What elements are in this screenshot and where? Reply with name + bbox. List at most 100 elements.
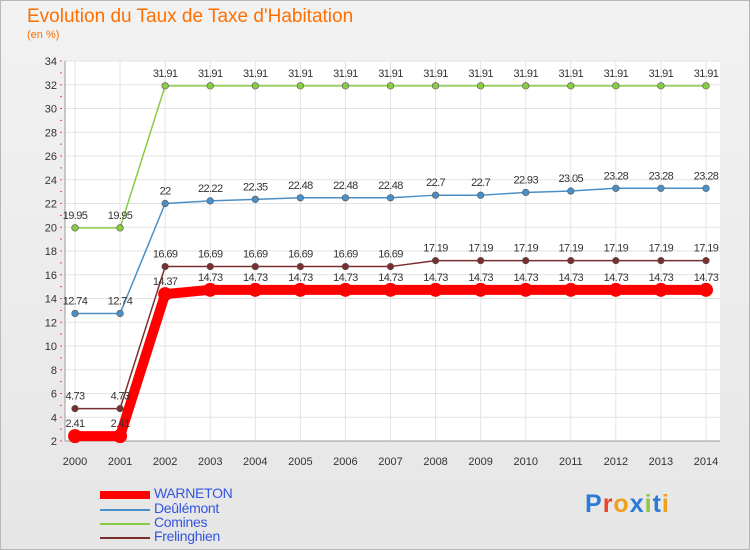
data-label-1: 23.28 [649, 170, 674, 182]
logo-letter: x [629, 490, 645, 518]
data-point-0 [68, 429, 82, 444]
data-point-0 [699, 282, 713, 297]
data-label-1: 12.74 [108, 295, 133, 307]
data-point-3 [341, 262, 350, 271]
logo-letter: r [602, 490, 614, 518]
data-label-3: 16.69 [198, 249, 223, 261]
data-point-2 [296, 82, 304, 90]
data-label-3: 16.69 [288, 249, 313, 261]
data-label-1: 12.74 [63, 295, 88, 307]
x-tick-label: 2005 [288, 456, 312, 468]
data-label-0: 2.41 [111, 418, 130, 430]
data-point-0 [518, 282, 533, 297]
data-point-3 [251, 262, 259, 271]
data-point-1 [71, 309, 79, 318]
data-point-2 [116, 224, 124, 232]
data-label-1: 23.28 [604, 170, 629, 182]
data-label-0: 14.73 [243, 272, 268, 284]
x-tick-label: 2007 [378, 456, 402, 468]
data-point-1 [702, 184, 710, 192]
legend-swatch-comines [100, 523, 150, 525]
data-label-0: 14.73 [333, 272, 358, 284]
data-label-2: 19.95 [63, 210, 88, 222]
legend-label-comines: Comines [154, 514, 208, 530]
data-point-1 [296, 194, 304, 202]
data-point-0 [428, 282, 443, 297]
y-tick-label: 26 [45, 151, 57, 163]
data-point-0 [608, 282, 623, 297]
y-tick-label: 30 [45, 104, 57, 116]
data-point-3 [116, 404, 124, 413]
legend-label-deulemont: Deûlémont [154, 500, 220, 516]
x-tick-label: 2010 [513, 456, 537, 468]
data-label-2: 31.91 [559, 68, 584, 80]
data-label-1: 22.48 [333, 180, 358, 192]
data-label-2: 31.91 [288, 68, 313, 80]
y-tick-label: 16 [45, 270, 57, 282]
data-point-3 [567, 257, 575, 265]
data-point-1 [251, 195, 259, 203]
data-label-2: 19.95 [108, 210, 133, 222]
data-point-0 [248, 282, 263, 297]
y-tick-label: 20 [45, 222, 57, 234]
x-tick-label: 2001 [108, 456, 132, 468]
legend-label-frelinghien: Frelinghien [154, 528, 220, 544]
data-point-0 [563, 282, 578, 297]
data-point-0 [158, 287, 173, 302]
data-point-2 [702, 82, 710, 90]
data-label-1: 22.7 [471, 177, 490, 189]
data-point-2 [251, 82, 259, 90]
data-point-1 [386, 194, 395, 202]
data-label-1: 23.28 [694, 170, 719, 182]
y-tick-label: 12 [45, 317, 57, 329]
data-label-0: 14.73 [649, 272, 674, 284]
y-tick-label: 10 [45, 341, 57, 353]
y-tick-label: 22 [45, 199, 57, 211]
proxiti-logo: Proxiti [585, 490, 670, 519]
legend-label-warneton: WARNETON [154, 485, 233, 501]
data-label-0: 14.73 [378, 272, 403, 284]
y-tick-label: 8 [51, 365, 57, 377]
data-label-3: 4.73 [65, 391, 84, 403]
data-point-1 [206, 197, 214, 205]
data-label-2: 31.91 [649, 68, 674, 80]
data-label-0: 14.73 [513, 272, 538, 284]
x-tick-label: 2004 [243, 456, 267, 468]
x-tick-label: 2006 [333, 456, 357, 468]
data-point-2 [71, 224, 79, 232]
x-tick-label: 2008 [423, 456, 447, 468]
data-label-1: 22.48 [288, 180, 313, 192]
y-tick-label: 32 [45, 80, 57, 92]
data-label-1: 22.22 [198, 183, 223, 195]
data-point-3 [161, 262, 169, 271]
y-tick-label: 2 [51, 436, 57, 448]
data-label-2: 31.91 [333, 68, 358, 80]
y-tick-label: 28 [45, 127, 57, 139]
data-label-1: 23.05 [559, 173, 584, 185]
data-point-1 [522, 188, 530, 197]
chart-subtitle: (en %) [27, 29, 60, 41]
data-label-3: 17.19 [559, 243, 584, 255]
y-tick-label: 14 [45, 294, 57, 306]
data-label-0: 14.73 [694, 272, 719, 284]
data-label-1: 22.48 [378, 180, 403, 192]
data-point-1 [567, 187, 575, 195]
x-tick-label: 2000 [63, 456, 87, 468]
logo-letter: i [661, 490, 670, 518]
data-label-2: 31.91 [378, 68, 403, 80]
data-label-0: 2.41 [65, 418, 84, 430]
x-tick-label: 2003 [198, 456, 222, 468]
y-tick-label: 24 [45, 175, 57, 187]
y-tick-label: 18 [45, 246, 57, 258]
x-tick-label: 2002 [153, 456, 177, 468]
data-label-2: 31.91 [604, 68, 629, 80]
data-point-2 [386, 82, 395, 90]
data-label-3: 17.19 [423, 243, 448, 255]
data-label-2: 31.91 [198, 68, 223, 80]
y-tick-label: 6 [51, 389, 57, 401]
data-point-3 [386, 262, 395, 271]
data-point-3 [477, 257, 485, 265]
data-point-0 [113, 429, 128, 444]
data-point-3 [206, 262, 214, 271]
data-point-2 [431, 82, 440, 90]
